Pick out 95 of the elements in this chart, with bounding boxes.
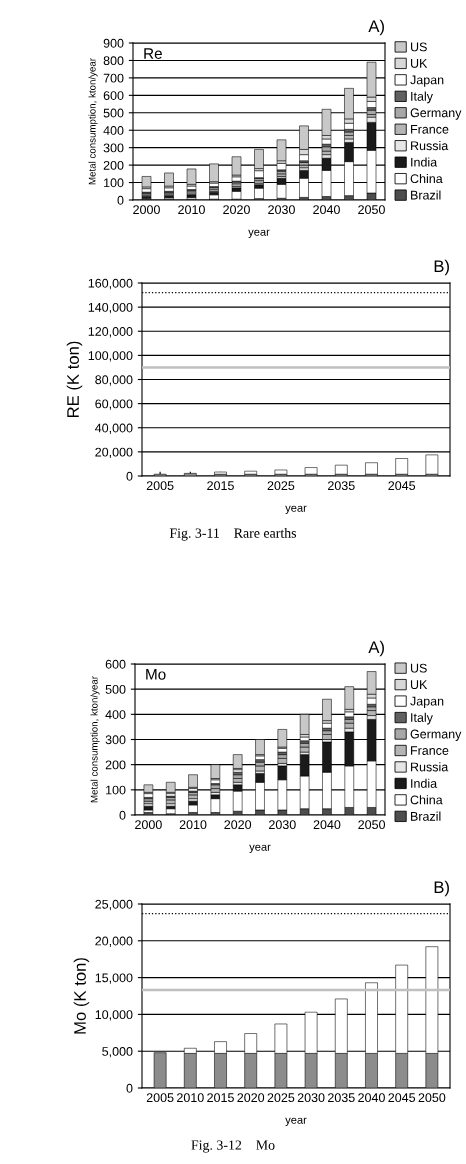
y-tick-label: 400 (103, 126, 124, 135)
legend-label: UK (411, 59, 428, 68)
chart-title: A) (368, 640, 384, 657)
legend-label: Brazil (411, 811, 441, 821)
legend-label: Japan (410, 696, 444, 708)
y-tick-label: 500 (103, 108, 124, 118)
y-tick-label: 500 (105, 684, 126, 694)
y-tick-label: 60,000 (95, 399, 133, 410)
legend-label: Germany (410, 108, 462, 120)
x-tick-label: 2030 (268, 205, 295, 215)
legend-label: France (411, 124, 449, 134)
y-tick-label: 20,000 (95, 936, 133, 947)
legend-label: India (411, 157, 438, 167)
x-tick-label: 2050 (358, 820, 386, 830)
x-axis-title: year (285, 1117, 307, 1126)
x-tick-label: 2005 (146, 481, 174, 491)
x-tick-label: 2040 (358, 1093, 385, 1103)
caption: Fig. 3-12 Mo (191, 1140, 275, 1153)
x-tick-label: 2025 (267, 1093, 295, 1103)
x-tick-label: 2010 (177, 1093, 204, 1103)
x-tick-label: 2000 (133, 205, 160, 215)
legend-label: UK (410, 680, 428, 690)
y-tick-label: 25,000 (95, 899, 133, 911)
x-axis-title: year (249, 844, 271, 853)
y-tick-label: 400 (105, 710, 126, 719)
y-tick-label: 100 (104, 178, 124, 188)
x-tick-label: 2020 (224, 820, 252, 830)
x-tick-label: 2010 (179, 820, 207, 830)
chart-title: B) (434, 880, 449, 897)
legend-label: US (410, 663, 427, 673)
x-axis-title: year (285, 505, 307, 514)
chart-title: A) (368, 19, 384, 36)
x-tick-label: 2045 (388, 1093, 416, 1103)
legend-label: India (411, 778, 438, 788)
x-tick-label: 2000 (135, 820, 162, 830)
y-tick-label: 300 (105, 735, 126, 745)
x-tick-label: 2050 (418, 1093, 446, 1103)
legend-label: France (411, 746, 449, 755)
x-tick-label: 2015 (207, 481, 234, 491)
y-tick-label: 200 (103, 160, 124, 170)
legend-label: China (410, 173, 443, 184)
y-tick-label: 100 (106, 785, 126, 795)
legend-label: Italy (411, 712, 433, 725)
y-tick-label: 10,000 (95, 1010, 133, 1021)
x-axis-title: year (248, 229, 270, 238)
legend-label: Brazil (411, 190, 441, 200)
legend-label: Germany (410, 729, 462, 741)
y-tick-label: 800 (103, 56, 124, 66)
y-axis-title: Mo (K ton) (73, 958, 90, 1034)
y-tick-label: 0 (126, 1083, 133, 1093)
annotation: Mo (146, 669, 166, 680)
x-tick-label: 2035 (328, 481, 355, 491)
y-tick-label: 600 (103, 91, 124, 100)
y-tick-label: 120,000 (88, 327, 133, 338)
y-axis-title: Metal consumption, kton/year (90, 676, 100, 803)
y-tick-label: 900 (103, 38, 124, 48)
x-tick-label: 2025 (267, 481, 295, 491)
y-tick-label: 160,000 (88, 278, 133, 290)
x-tick-label: 2040 (313, 820, 341, 830)
y-tick-label: 600 (105, 659, 126, 669)
y-tick-label: 0 (119, 810, 126, 820)
legend-label: Russia (411, 140, 449, 151)
x-tick-label: 2015 (207, 1093, 234, 1103)
legend-label: US (411, 42, 427, 52)
y-tick-label: 80,000 (95, 375, 133, 386)
y-tick-label: 100,000 (88, 351, 133, 362)
chart-title: B) (434, 259, 449, 276)
x-tick-label: 2045 (388, 481, 416, 491)
y-tick-label: 0 (126, 471, 133, 481)
x-tick-label: 2050 (358, 205, 385, 215)
x-tick-label: 2005 (146, 1093, 174, 1103)
y-tick-label: 5,000 (102, 1047, 133, 1058)
x-tick-label: 2020 (237, 1093, 265, 1103)
legend-label: Russia (411, 762, 449, 772)
y-tick-label: 200 (105, 760, 126, 770)
x-tick-label: 2010 (178, 205, 205, 215)
x-tick-label: 2030 (297, 1093, 325, 1103)
x-tick-label: 2030 (269, 820, 296, 830)
y-tick-label: 40,000 (95, 423, 133, 434)
legend-label: Italy (411, 91, 433, 104)
y-tick-label: 15,000 (95, 973, 133, 984)
x-tick-label: 2035 (328, 1093, 355, 1103)
y-tick-label: 20,000 (95, 447, 133, 458)
legend-label: China (410, 795, 443, 805)
legend-label: Japan (410, 75, 444, 87)
x-tick-label: 2040 (313, 205, 340, 215)
caption: Fig. 3-11 Rare earths (169, 528, 297, 541)
y-axis-title: RE (K ton) (66, 341, 83, 418)
annotation: Re (144, 48, 162, 59)
y-axis-title: Metal consumption, kton/year (88, 58, 98, 185)
x-tick-label: 2020 (223, 205, 250, 215)
y-tick-label: 0 (117, 195, 124, 205)
y-tick-label: 300 (103, 143, 124, 153)
y-tick-label: 700 (103, 73, 124, 83)
y-tick-label: 140,000 (88, 302, 133, 314)
